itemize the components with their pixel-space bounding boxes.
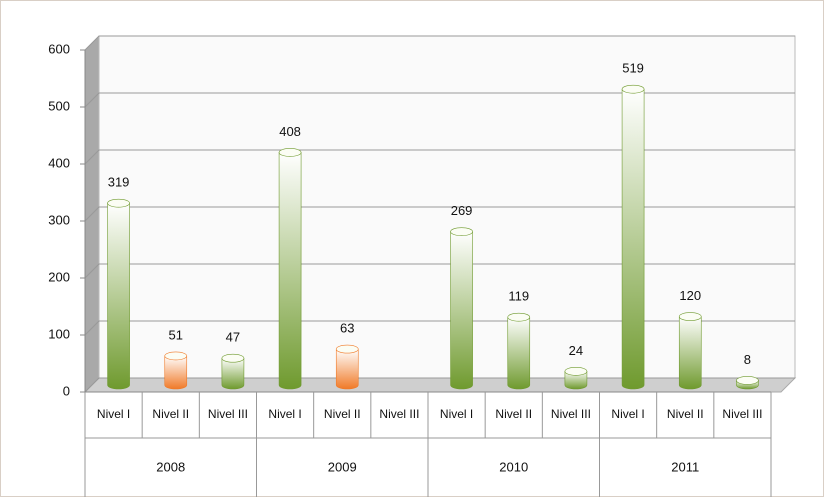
bar-top — [164, 351, 188, 361]
bar — [221, 357, 245, 390]
bar-top — [564, 367, 588, 376]
bar-top — [507, 312, 531, 322]
bar-top — [621, 84, 645, 94]
value-label: 120 — [679, 288, 701, 303]
grid-line — [84, 320, 795, 336]
grid-line — [84, 263, 795, 279]
x-tick-label: Nivel I — [611, 407, 644, 421]
y-tick-label: 100 — [48, 326, 70, 341]
value-label: 269 — [451, 203, 473, 218]
y-tick-label: 500 — [48, 98, 70, 113]
grid-line — [84, 206, 795, 222]
y-tick-label: 400 — [48, 155, 70, 170]
group-label: 2010 — [499, 459, 528, 474]
bar — [278, 152, 302, 390]
y-tick-label: 300 — [48, 212, 70, 227]
value-label: 24 — [569, 343, 583, 358]
bar-top — [335, 344, 359, 354]
value-label: 408 — [279, 124, 301, 139]
bar-top — [450, 227, 473, 236]
value-label: 119 — [508, 289, 529, 304]
y-tick-label: 200 — [48, 269, 70, 284]
bar — [507, 316, 531, 390]
value-label: 47 — [226, 330, 240, 345]
x-tick-label: Nivel II — [152, 407, 189, 421]
value-label: 319 — [108, 175, 130, 190]
x-tick-label: Nivel II — [495, 407, 532, 421]
x-tick-label: Nivel I — [268, 407, 301, 421]
x-tick-label: Nivel I — [97, 407, 130, 421]
bar-top — [736, 376, 759, 385]
value-label: 63 — [340, 321, 354, 336]
bar-top — [278, 148, 302, 157]
bar — [621, 88, 645, 390]
x-tick-label: Nivel III — [722, 407, 762, 421]
y-tick-label: 0 — [63, 383, 70, 398]
value-label: 51 — [169, 327, 183, 342]
grid-line — [84, 92, 795, 108]
x-tick-label: Nivel I — [440, 407, 473, 421]
group-label: 2009 — [328, 459, 357, 474]
x-tick-label: Nivel III — [379, 407, 419, 421]
bar — [564, 371, 588, 390]
group-label: 2011 — [671, 459, 699, 474]
value-label: 519 — [622, 61, 644, 76]
bar-top — [221, 353, 245, 363]
bar — [107, 202, 130, 390]
x-tick-label: Nivel II — [324, 407, 361, 421]
x-tick-label: Nivel III — [551, 407, 591, 421]
bar — [335, 348, 359, 390]
group-label: 2008 — [156, 459, 185, 474]
value-label: 8 — [744, 352, 751, 367]
grid-line — [84, 35, 795, 51]
x-tick-label: Nivel III — [208, 407, 248, 421]
y-tick-label: 600 — [48, 41, 70, 56]
bar — [678, 316, 702, 390]
bar — [164, 355, 188, 390]
bar-top — [678, 312, 702, 321]
bar — [450, 231, 473, 390]
x-tick-label: Nivel II — [667, 407, 704, 421]
grid-line — [84, 377, 795, 393]
bar-top — [107, 198, 130, 208]
grid-line — [84, 149, 795, 165]
